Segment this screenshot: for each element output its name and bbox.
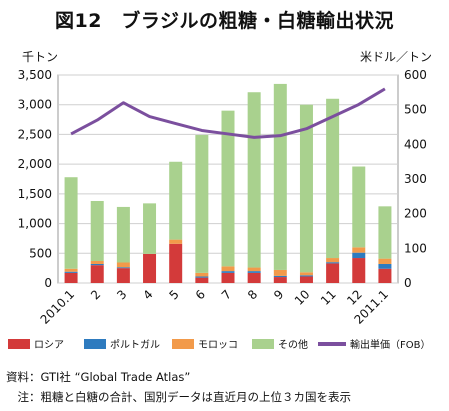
bar-segment (352, 252, 366, 259)
bar-segment (326, 263, 340, 283)
bar-segment (90, 265, 104, 283)
bar-segment (221, 272, 235, 283)
bar-segment (143, 253, 157, 283)
y-tick-label: 3,500 (18, 68, 52, 82)
bar-segment (378, 258, 392, 264)
bar-segment (273, 277, 287, 283)
bar-segment (299, 276, 313, 283)
bar-segment (247, 271, 261, 273)
x-tick-label: 12 (344, 287, 365, 308)
bar-segment (221, 110, 235, 267)
price-line (70, 87, 386, 139)
bar-segment (352, 247, 366, 253)
y2-axis-ticks: 0 100 200 300 400 500 600 (404, 68, 427, 290)
y2-tick-label: 500 (404, 103, 427, 117)
bar-segment (326, 262, 340, 264)
bar-segment (64, 268, 78, 272)
bar-segment (273, 275, 287, 278)
y-tick-label: 500 (29, 246, 52, 260)
legend-swatch (84, 339, 106, 349)
y-tick-label: 2,500 (18, 127, 52, 141)
legend-swatch (8, 339, 30, 349)
x-tick-label: 4 (140, 287, 155, 302)
bar-segment (247, 267, 261, 272)
y-tick-label: 0 (44, 276, 52, 290)
bar-segment (90, 263, 104, 266)
x-tick-label: 7 (219, 287, 234, 302)
x-tick-label: 8 (245, 287, 260, 302)
x-tick-label: 2 (88, 287, 103, 302)
y2-tick-label: 200 (404, 207, 427, 221)
x-tick-label: 11 (318, 287, 339, 308)
bar-segment (247, 272, 261, 283)
y-tick-label: 2,000 (18, 157, 52, 171)
bar-segment (143, 203, 157, 254)
bar-segment (326, 258, 340, 263)
bar-segment (299, 275, 313, 277)
y-tick-label: 1,500 (18, 187, 52, 201)
bar-segment (169, 243, 183, 283)
bar-segment (273, 269, 287, 276)
bar-segment (299, 272, 313, 276)
bar-segment (169, 161, 183, 240)
legend-label: ポルトガル (110, 339, 160, 351)
legend-swatch (172, 339, 194, 349)
footnote: 注：粗糖と白糖の合計、国別データは直近月の上位３カ国を表示 (6, 390, 351, 404)
bar-segment (247, 92, 261, 268)
bar-segment (116, 262, 130, 268)
bar-segment (352, 258, 366, 283)
source-note: 資料：GTI社 “Global Trade Atlas” (6, 370, 191, 384)
bar-segment (352, 166, 366, 248)
right-axis-unit: 米ドル／トン (360, 50, 433, 64)
bar-segment (116, 206, 130, 263)
x-tick-label: 5 (167, 287, 182, 302)
bar-segment (64, 271, 78, 273)
bar-segment (221, 271, 235, 273)
y2-tick-label: 600 (404, 68, 427, 82)
x-tick-label: 10 (292, 287, 313, 308)
y-axis-ticks: 0 500 1,000 1,500 2,000 2,500 3,000 3,500 (18, 68, 52, 290)
x-tick-label: 9 (271, 287, 286, 302)
bar-segment (378, 206, 392, 259)
bar-segment (221, 266, 235, 272)
left-axis-unit: 千トン (22, 50, 59, 64)
legend-swatch (252, 339, 274, 349)
x-tick-label: 2010.1 (38, 287, 78, 327)
x-tick-label: 6 (193, 287, 208, 302)
bar-segment (326, 98, 340, 259)
bar-segment (195, 276, 209, 278)
y2-tick-label: 100 (404, 241, 427, 255)
legend-label: ロシア (34, 340, 64, 351)
bar-segment (64, 272, 78, 283)
bar-segment (90, 261, 104, 264)
legend-label: モロッコ (198, 340, 238, 351)
bar-segment (169, 239, 183, 244)
y-tick-label: 1,000 (18, 217, 52, 231)
bar-segment (90, 200, 104, 262)
y2-tick-label: 300 (404, 172, 427, 186)
bar-segment (378, 268, 392, 283)
bar-segment (195, 272, 209, 277)
line-layer (70, 87, 386, 139)
legend-label: 輸出単価（FOB） (350, 338, 430, 351)
legend: ロシア ポルトガル モロッコ その他 輸出単価（FOB） (8, 338, 430, 351)
y2-tick-label: 400 (404, 137, 427, 151)
bar-segment (64, 177, 78, 269)
bar-segment (299, 104, 313, 273)
bar-segment (273, 83, 287, 270)
y-tick-label: 3,000 (18, 98, 52, 112)
y2-tick-label: 0 (404, 276, 412, 290)
bar-segment (195, 277, 209, 283)
legend-label: その他 (278, 338, 308, 351)
bar-segment (378, 263, 392, 269)
x-tick-label: 3 (114, 287, 129, 302)
chart-title: 図12 ブラジルの粗糖・白糖輸出状況 (54, 10, 395, 32)
bar-segment (195, 135, 209, 273)
bar-segment (116, 268, 130, 283)
bar-segment (116, 267, 130, 269)
